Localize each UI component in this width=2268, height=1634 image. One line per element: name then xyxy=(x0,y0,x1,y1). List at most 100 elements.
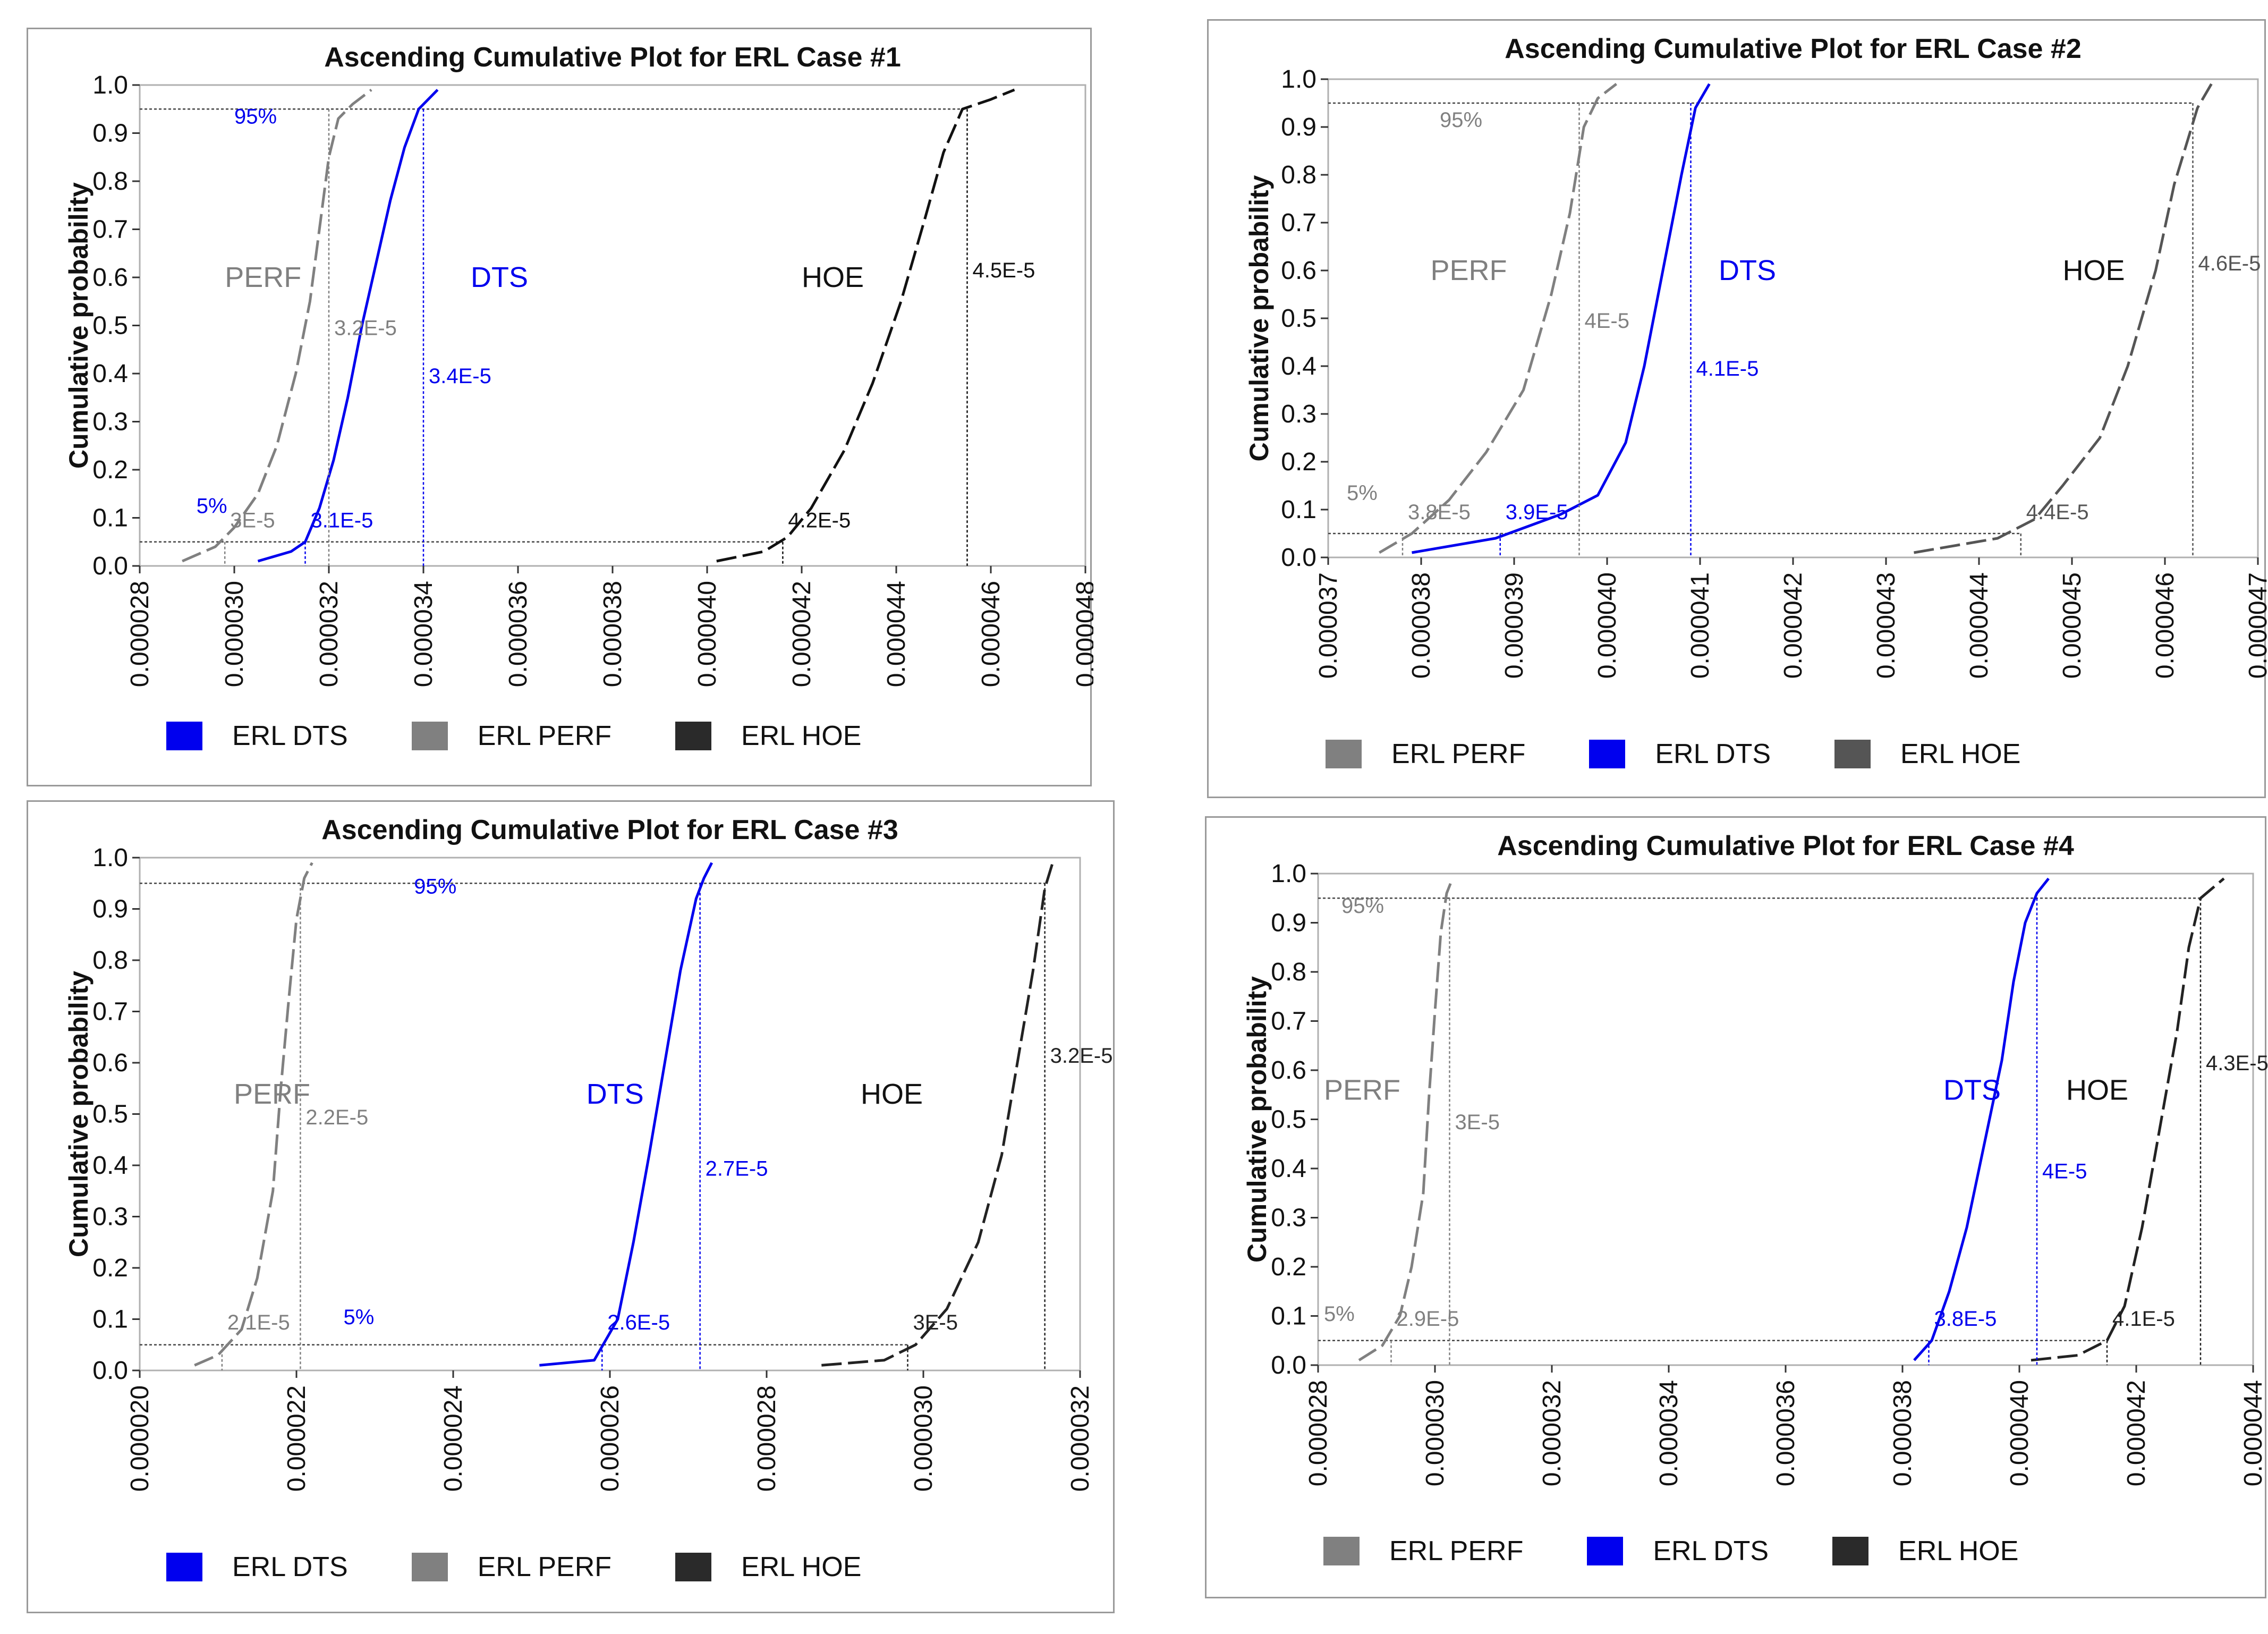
legend-item: ERL HOE xyxy=(1834,738,2020,770)
y-tick-label: 0.4 xyxy=(92,360,128,388)
legend-swatch xyxy=(166,722,202,750)
x-tick-label: 0.000044 xyxy=(2239,1380,2267,1486)
chart-title: Ascending Cumulative Plot for ERL Case #… xyxy=(324,42,901,73)
x-tick-label: 0.000040 xyxy=(693,581,721,687)
marker-label: 2.7E-5 xyxy=(706,1157,768,1180)
x-tick-label: 0.000034 xyxy=(1655,1380,1683,1486)
x-tick-label: 0.000044 xyxy=(1965,572,1993,679)
marker-label: 3E-5 xyxy=(1455,1111,1500,1134)
series-line-dts xyxy=(539,862,713,1367)
legend-item: ERL HOE xyxy=(675,720,861,752)
chart-svg-case-4: Ascending Cumulative Plot for ERL Case #… xyxy=(1242,831,2268,1486)
x-tick-label: 0.000032 xyxy=(315,581,343,687)
x-tick-label: 0.000020 xyxy=(126,1385,154,1492)
y-tick-label: 0.2 xyxy=(1281,448,1316,476)
x-tick-label: 0.000043 xyxy=(1872,572,1900,679)
y-tick-label: 0.8 xyxy=(1281,161,1316,189)
x-tick-label: 0.000028 xyxy=(1304,1380,1332,1486)
x-tick-label: 0.000041 xyxy=(1686,572,1714,679)
marker-label: 4.2E-5 xyxy=(788,509,851,532)
annotation: PERF xyxy=(234,1078,310,1110)
annotation: HOE xyxy=(2063,255,2125,286)
annotation: HOE xyxy=(802,261,864,293)
x-tick-label: 0.000024 xyxy=(439,1385,468,1492)
series-line-perf xyxy=(182,89,372,563)
x-tick-label: 0.000026 xyxy=(596,1385,624,1492)
legend-item: ERL DTS xyxy=(1587,1535,1769,1567)
marker-label: 2.1E-5 xyxy=(227,1311,290,1334)
marker-label: 3.1E-5 xyxy=(311,509,373,532)
x-tick-label: 0.000040 xyxy=(1593,572,1621,679)
marker-label: 2.6E-5 xyxy=(607,1311,670,1334)
annotation: 5% xyxy=(1347,481,1378,505)
y-tick-label: 0.1 xyxy=(92,504,128,532)
annotation: PERF xyxy=(225,261,301,293)
y-tick-label: 0.4 xyxy=(92,1152,128,1180)
annotation: PERF xyxy=(1431,255,1507,286)
legend-label: ERL DTS xyxy=(1653,1536,1769,1567)
y-tick-label: 1.0 xyxy=(92,844,128,872)
legend-item: ERL PERF xyxy=(411,720,611,752)
x-tick-label: 0.000030 xyxy=(910,1385,938,1492)
y-tick-label: 0.7 xyxy=(1281,209,1316,237)
x-tick-label: 0.000044 xyxy=(882,581,911,687)
legend-swatch xyxy=(675,1553,712,1581)
legend-swatch xyxy=(1326,740,1362,768)
annotation: DTS xyxy=(1719,255,1776,286)
marker-label: 3E-5 xyxy=(230,509,275,532)
legend-swatch xyxy=(1832,1537,1869,1565)
x-tick-label: 0.000038 xyxy=(599,581,627,687)
legend-swatch xyxy=(1589,740,1626,768)
y-tick-label: 0.8 xyxy=(1271,958,1306,986)
y-tick-label: 0.1 xyxy=(1281,496,1316,524)
marker-label: 4.5E-5 xyxy=(973,259,1035,282)
legend-label: ERL HOE xyxy=(741,1552,862,1582)
x-tick-label: 0.000047 xyxy=(2244,572,2267,679)
legend-label: ERL DTS xyxy=(232,721,348,751)
annotation: 5% xyxy=(344,1306,375,1329)
y-tick-label: 0.1 xyxy=(92,1306,128,1334)
legend-item: ERL PERF xyxy=(1326,738,1525,770)
x-tick-label: 0.000028 xyxy=(753,1385,781,1492)
y-tick-label: 0.5 xyxy=(92,312,128,340)
chart-title: Ascending Cumulative Plot for ERL Case #… xyxy=(1505,33,2082,64)
marker-label: 3E-5 xyxy=(913,1311,958,1334)
x-tick-label: 0.000046 xyxy=(977,581,1005,687)
annotation: 95% xyxy=(414,875,456,899)
legend-item: ERL PERF xyxy=(411,1551,611,1583)
legend-swatch xyxy=(411,722,448,750)
y-tick-label: 0.3 xyxy=(1281,400,1316,428)
marker-label: 4.3E-5 xyxy=(2206,1052,2268,1075)
annotation: DTS xyxy=(1943,1074,2001,1106)
series-line-dts xyxy=(257,89,439,563)
x-tick-label: 0.000036 xyxy=(504,581,532,687)
y-tick-label: 0.0 xyxy=(92,1357,128,1385)
legend-item: ERL DTS xyxy=(166,720,348,752)
y-axis-label: Cumulative probability xyxy=(64,971,94,1257)
legend-case-3: ERL DTS ERL PERF ERL HOE xyxy=(166,1551,925,1583)
marker-label: 3.2E-5 xyxy=(334,317,397,340)
legend-case-2: ERL PERF ERL DTS ERL HOE xyxy=(1326,738,2084,770)
legend-item: ERL PERF xyxy=(1323,1535,1523,1567)
y-tick-label: 0.6 xyxy=(1281,257,1316,285)
series-line-hoe xyxy=(1914,83,2213,554)
y-tick-label: 1.0 xyxy=(1281,65,1316,94)
chart-svg-case-3: Ascending Cumulative Plot for ERL Case #… xyxy=(64,815,1113,1492)
x-tick-label: 0.000045 xyxy=(2058,572,2086,679)
x-tick-label: 0.000038 xyxy=(1407,572,1435,679)
y-tick-label: 0.5 xyxy=(1281,304,1316,333)
plot-area xyxy=(139,857,1081,1371)
marker-label: 3.2E-5 xyxy=(1050,1044,1113,1068)
marker-label: 4.4E-5 xyxy=(2026,501,2089,524)
annotation: HOE xyxy=(861,1078,923,1110)
y-tick-label: 0.3 xyxy=(92,408,128,436)
annotation: 95% xyxy=(234,105,277,128)
annotation: DTS xyxy=(471,261,528,293)
y-tick-label: 0.6 xyxy=(1271,1056,1306,1085)
x-tick-label: 0.000042 xyxy=(788,581,816,687)
annotation: HOE xyxy=(2066,1074,2128,1106)
x-tick-label: 0.000039 xyxy=(1500,572,1528,679)
chart-svg-case-2: Ascending Cumulative Plot for ERL Case #… xyxy=(1244,33,2267,679)
plot-area xyxy=(1327,78,2259,558)
legend-swatch xyxy=(411,1553,448,1581)
